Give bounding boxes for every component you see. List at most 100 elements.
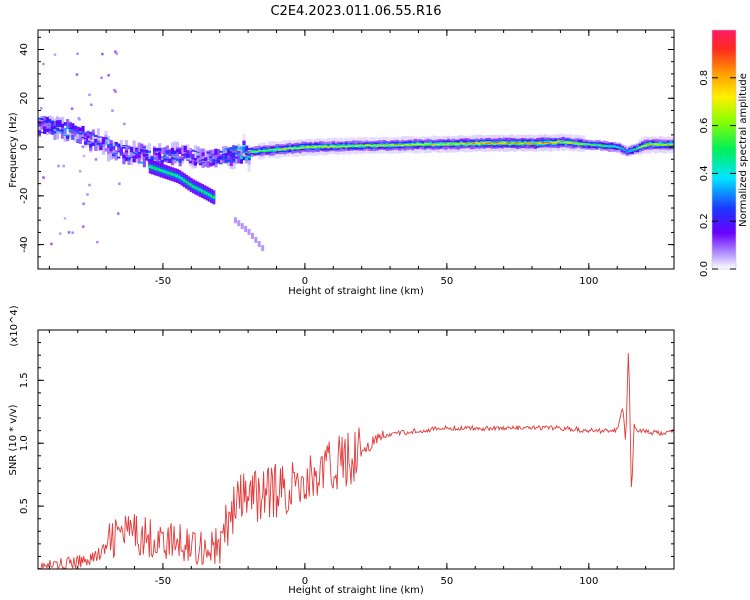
heatmap-cell: [480, 142, 484, 145]
heatmap-cell: [99, 144, 103, 147]
heatmap-cell: [564, 141, 568, 143]
heatmap-cell: [160, 160, 164, 163]
heatmap-cell: [431, 144, 435, 146]
heatmap-cell: [221, 156, 226, 164]
heatmap-cell: [421, 144, 425, 146]
heatmap-cell: [142, 148, 146, 150]
heatmap-cell: [625, 150, 629, 153]
heatmap-cell: [86, 132, 90, 136]
heatmap-cell: [186, 155, 190, 158]
heatmap-cell: [216, 157, 221, 160]
branch-cell: [196, 187, 200, 191]
heatmap-cell: [577, 143, 581, 145]
heatmap-cell: [209, 153, 213, 164]
scatter-speck: [111, 109, 114, 112]
heatmap-cell: [298, 147, 302, 149]
heatmap-cell: [482, 143, 486, 144]
heatmap-cell: [227, 149, 231, 154]
heatmap-cell: [135, 147, 139, 150]
heatmap-cell: [569, 141, 573, 144]
heatmap-cell: [50, 120, 54, 125]
heatmap-cell: [178, 147, 182, 155]
heatmap-cell: [390, 144, 394, 146]
heatmap-cell: [434, 143, 438, 145]
heatmap-cell: [122, 145, 126, 147]
heatmap-cell: [206, 150, 210, 161]
heatmap-layer-6: [38, 120, 674, 165]
heatmap-cell: [630, 149, 634, 152]
heatmap-cell: [155, 154, 159, 161]
heatmap-cell: [339, 144, 343, 147]
heatmap-cell: [526, 142, 530, 145]
heatmap-cell: [152, 149, 157, 160]
heatmap-cell: [76, 126, 80, 133]
heatmap-cell: [63, 122, 67, 126]
heatmap-cell: [252, 150, 256, 152]
heatmap-cell: [336, 146, 341, 148]
heatmap-cell: [495, 142, 499, 144]
heatmap-cell: [543, 142, 548, 143]
heatmap-cell: [129, 148, 134, 153]
figure-title: C2E4.2023.011.06.55.R16: [270, 4, 441, 19]
y-tick-label: -20: [19, 188, 30, 204]
heatmap-cell: [104, 142, 108, 144]
heatmap-cell: [163, 147, 167, 158]
heatmap-cell: [94, 135, 98, 137]
heatmap-cell: [109, 144, 113, 152]
heatmap-cell: [204, 158, 208, 161]
heatmap-cell: [661, 143, 665, 145]
heatmap-cell: [413, 144, 417, 146]
heatmap-cell: [365, 145, 369, 147]
y-tick-label: 0: [19, 144, 30, 150]
heatmap-cell: [561, 141, 566, 143]
heatmap-cell: [321, 146, 325, 148]
heatmap-cell: [142, 146, 146, 153]
heatmap-cell: [589, 144, 594, 146]
heatmap-cell: [451, 144, 456, 145]
heatmap-cell: [398, 143, 402, 146]
heatmap-cell: [109, 145, 113, 148]
branch-cell: [210, 194, 214, 198]
heatmap-cell: [641, 145, 645, 147]
heatmap-cell: [635, 146, 640, 149]
heatmap-cell: [615, 146, 619, 148]
heatmap-cell: [91, 132, 95, 143]
heatmap-cell: [232, 152, 236, 159]
heatmap-cell: [137, 154, 141, 158]
heatmap-cell: [175, 159, 180, 161]
heatmap-cell: [293, 146, 297, 149]
heatmap-cell: [623, 150, 627, 151]
heatmap-cell: [641, 146, 645, 148]
heatmap-cell: [298, 146, 302, 148]
heatmap-cell: [600, 145, 604, 147]
heatmap-cell: [541, 142, 545, 143]
heatmap-cell: [615, 146, 619, 149]
heatmap-cell: [43, 120, 47, 122]
heatmap-cell: [40, 118, 44, 120]
heatmap-cell: [53, 120, 57, 128]
branch-cell: [205, 191, 209, 195]
heatmap-cell: [515, 142, 520, 144]
heatmap-cell: [58, 123, 62, 127]
heatmap-cell: [124, 157, 129, 161]
branch-cell: [187, 181, 191, 185]
heatmap-cell: [625, 152, 629, 153]
heatmap-cell: [224, 161, 228, 163]
heatmap-cell: [219, 155, 223, 160]
heatmap-cell: [145, 156, 149, 161]
heatmap-cell: [382, 144, 387, 146]
heatmap-cell: [572, 142, 576, 144]
branch-cell: [191, 184, 195, 188]
scatter-speck: [100, 76, 103, 80]
snr-series-line: [38, 353, 674, 569]
heatmap-cell: [600, 144, 604, 146]
heatmap-cell: [186, 159, 190, 161]
heatmap-cell: [520, 143, 525, 145]
heatmap-cell: [214, 162, 218, 164]
heatmap-cell: [216, 159, 221, 163]
heatmap-cell: [196, 146, 200, 157]
heatmap-cell: [78, 127, 83, 132]
heatmap-cell: [106, 139, 111, 141]
heatmap-cell: [160, 156, 164, 158]
heatmap-cell: [55, 130, 60, 132]
